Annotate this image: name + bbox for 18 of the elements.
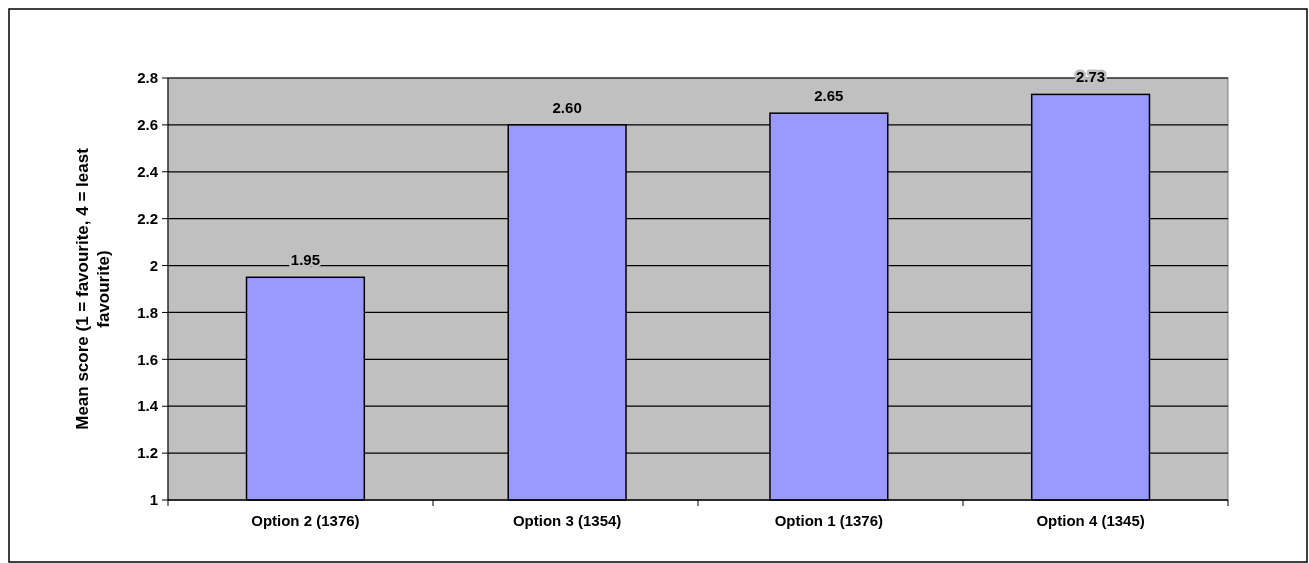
x-tick-label: Option 1 (1376) — [774, 512, 884, 529]
data-label: 1.95 — [290, 251, 321, 269]
y-tick-label: 1.8 — [137, 303, 158, 321]
x-tick-label: Option 3 (1354) — [512, 512, 622, 529]
data-label: 2.65 — [814, 87, 844, 105]
y-axis-title: Mean score (1 = favourite, 4 = least favourite) — [73, 147, 113, 430]
y-tick-label: 2 — [149, 256, 158, 274]
x-tick-label: Option 4 (1345) — [1036, 512, 1145, 529]
y-tick-label: 2.6 — [137, 116, 158, 134]
y-tick-label: 1 — [149, 491, 158, 509]
y-tick-label: 2.2 — [137, 209, 158, 227]
data-label: 2.60 — [552, 98, 582, 116]
y-tick-label: 2.8 — [137, 69, 158, 87]
y-tick-label: 1.4 — [137, 397, 159, 415]
x-tick-label: Option 2 (1376) — [251, 512, 360, 529]
y-tick-label: 2.4 — [137, 163, 159, 181]
y-tick-label: 1.2 — [137, 444, 158, 462]
y-tick-label: 1.6 — [137, 350, 158, 368]
